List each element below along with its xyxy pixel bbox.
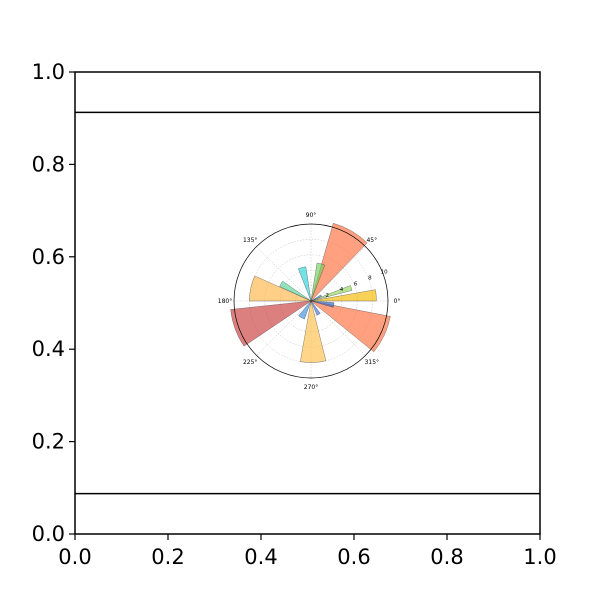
- polar-angle-labels: 0° 45° 90° 135° 180° 225° 270° 315°: [218, 212, 401, 391]
- polar-bar: [310, 223, 368, 302]
- polar-bar: [310, 294, 322, 302]
- polar-bar: [310, 289, 377, 302]
- polar-grid-spoke: [256, 246, 312, 302]
- x-tick-label: 0.0: [58, 545, 91, 569]
- polar-radial-label: 4: [340, 287, 344, 293]
- polar-radial-labels: 2 4 6 8 10: [325, 270, 388, 300]
- polar-angle-label: 90°: [306, 212, 317, 219]
- x-tick-label: 0.4: [244, 545, 277, 569]
- polar-grid-spoke: [256, 300, 312, 356]
- polar-grid-spoke: [310, 300, 366, 356]
- polar-angle-label: 0°: [394, 298, 401, 305]
- polar-bar: [249, 275, 312, 302]
- y-tick-label: 0.2: [32, 430, 65, 454]
- polar-radial-label: 10: [381, 270, 388, 276]
- polar-bar: [298, 266, 312, 302]
- horizontal-lines: [75, 111, 540, 495]
- polar-angle-label: 45°: [366, 237, 377, 244]
- polar-bar: [300, 300, 327, 363]
- outer-axes: 0.0 0.2 0.4 0.6 0.8 1.0 0.0 0.2 0.4 0.6 0.8 1.0: [32, 60, 557, 569]
- polar-bar: [230, 300, 312, 347]
- y-tick-label: 0.8: [32, 152, 65, 176]
- x-tick-label: 1.0: [523, 545, 556, 569]
- polar-radial-label: 8: [368, 275, 372, 281]
- polar-angle-label: 180°: [218, 298, 232, 305]
- x-axis-ticks: 0.0 0.2 0.4 0.6 0.8 1.0: [58, 534, 557, 569]
- y-tick-label: 0.6: [32, 245, 65, 269]
- y-tick-label: 1.0: [32, 60, 65, 84]
- polar-radial-label: 6: [354, 281, 358, 287]
- polar-bar: [310, 285, 353, 302]
- polar-bars: [230, 223, 391, 363]
- polar-rose-chart: 0° 45° 90° 135° 180° 225° 270° 315° 2 4 6 8 10: [218, 212, 401, 391]
- polar-bar: [310, 300, 391, 353]
- y-tick-label: 0.0: [32, 522, 65, 546]
- polar-bar: [310, 262, 325, 302]
- y-axis-ticks: 0.0 0.2 0.4 0.6 0.8 1.0: [32, 60, 75, 546]
- polar-radial-label: 2: [325, 293, 329, 299]
- polar-angle-label: 315°: [365, 359, 379, 366]
- polar-outline: [233, 223, 389, 379]
- x-tick-label: 0.6: [337, 545, 370, 569]
- polar-angle-label: 225°: [243, 359, 257, 366]
- x-tick-label: 0.2: [151, 545, 184, 569]
- outer-axes-frame: [74, 71, 541, 535]
- x-tick-label: 0.8: [430, 545, 463, 569]
- polar-bar: [298, 300, 312, 320]
- polar-grid-spoke: [310, 246, 366, 302]
- polar-angle-label: 270°: [304, 384, 318, 391]
- y-tick-label: 0.4: [32, 337, 65, 361]
- polar-bar: [279, 280, 312, 302]
- polar-angle-label: 135°: [243, 237, 257, 244]
- polar-bar: [310, 300, 321, 316]
- polar-bar: [310, 300, 335, 308]
